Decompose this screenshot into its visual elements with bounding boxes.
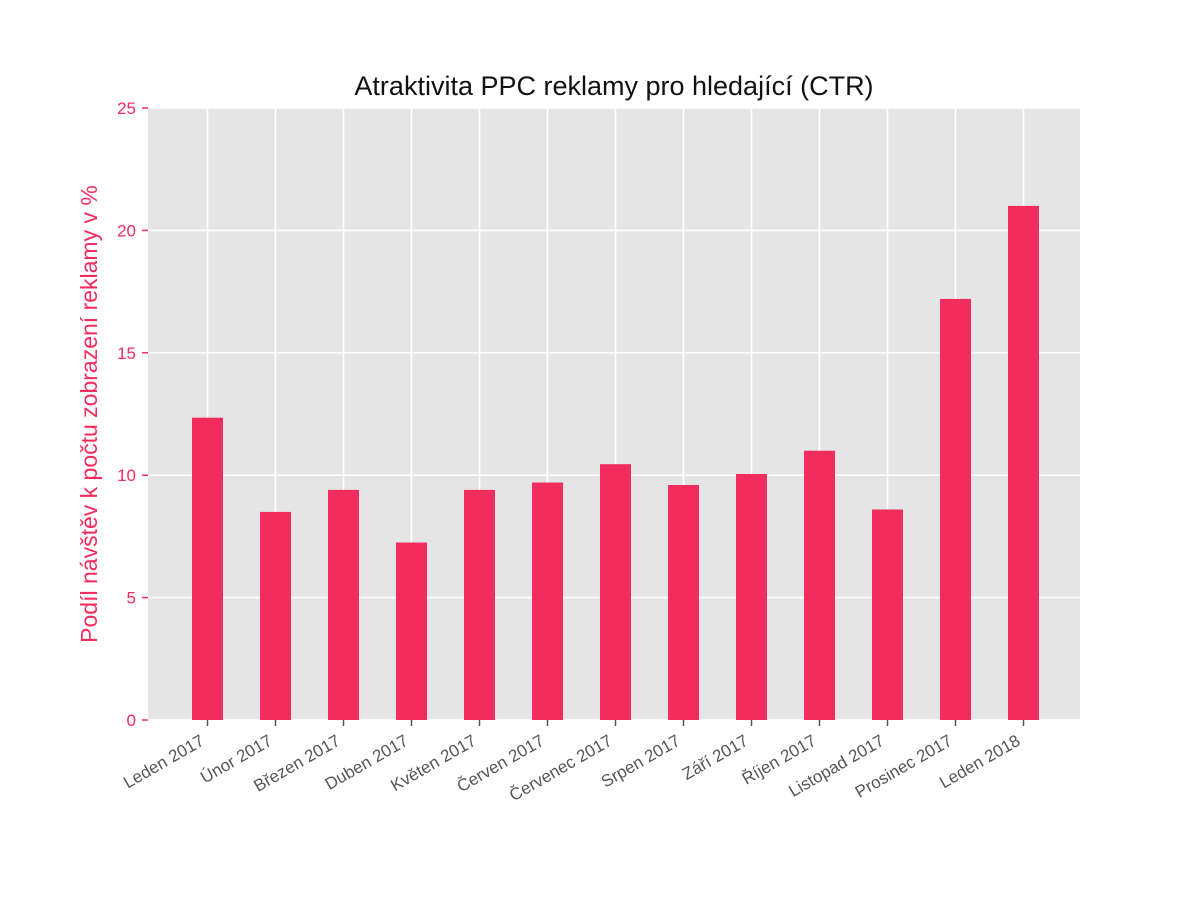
x-tick-label: Leden 2017 [120, 731, 207, 792]
y-tick-label: 20 [117, 221, 136, 240]
bar [804, 450, 835, 720]
bar [940, 298, 971, 720]
y-tick-label: 10 [117, 466, 136, 485]
bar [396, 542, 427, 720]
bar [600, 464, 631, 720]
y-tick-label: 5 [127, 589, 136, 608]
bar [260, 511, 291, 720]
y-tick-label: 15 [117, 344, 136, 363]
y-axis-ticks: 0 5 10 15 20 25 [117, 99, 148, 730]
bar [192, 417, 223, 720]
chart-title: Atraktivita PPC reklamy pro hledající (C… [354, 71, 873, 101]
bars [192, 205, 1039, 721]
bar [736, 473, 767, 720]
bar [872, 509, 903, 720]
bar [328, 489, 359, 720]
y-tick-label: 25 [117, 99, 136, 118]
bar [464, 489, 495, 720]
bar [532, 482, 563, 720]
y-tick-label: 0 [127, 711, 136, 730]
bar [1008, 205, 1039, 721]
y-axis-label: Podíl návštěv k počtu zobrazení reklamy … [76, 185, 102, 643]
bar [668, 484, 699, 720]
